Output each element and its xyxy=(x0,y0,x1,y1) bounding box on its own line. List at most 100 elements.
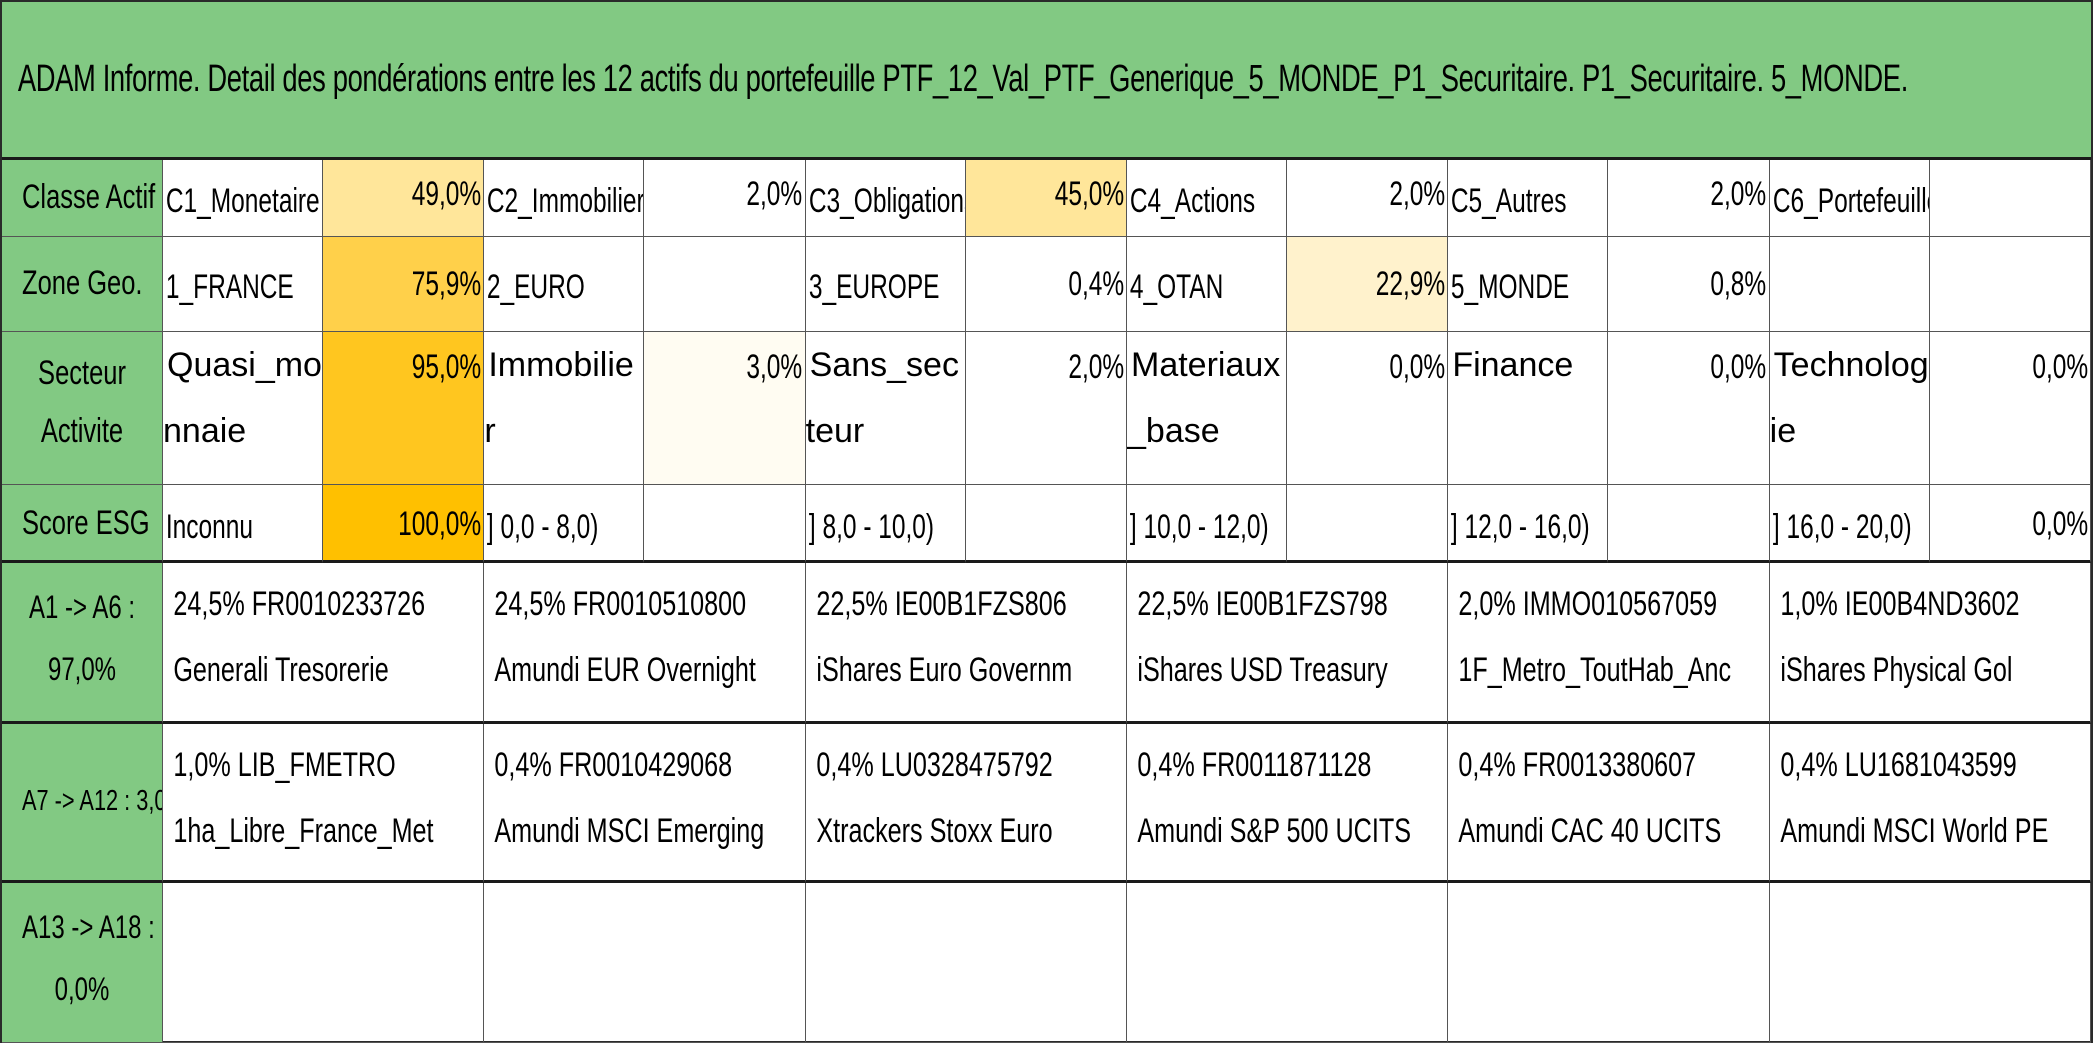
asset-name: iShares USD Treasury xyxy=(1137,651,1388,689)
asset-text: 1,0% LIB_FMETRO 1ha_Libre_France_Met xyxy=(163,724,434,864)
row-classe-value: 2,0% xyxy=(746,175,803,213)
row-esg-label: ] 12,0 - 16,0) xyxy=(1451,508,1591,546)
asset-cell: 0,4% FR0010429068 Amundi MSCI Emerging xyxy=(484,724,806,883)
row-esg-label: ] 16,0 - 20,0) xyxy=(1772,508,1912,546)
row-secteur-value: 3,0% xyxy=(746,348,803,386)
asset-cell: 1,0% LIB_FMETRO 1ha_Libre_France_Met xyxy=(163,724,485,883)
row-zone-value-cell: 75,9% xyxy=(323,237,485,332)
row-header-esg: Score ESG xyxy=(2,485,163,563)
row-zone-label-cell: 5_MONDE xyxy=(1448,237,1609,332)
row-secteur-label: Finance xyxy=(1452,346,1574,384)
asset-name: Amundi EUR Overnight xyxy=(494,651,757,689)
asset-text xyxy=(806,883,1043,891)
asset-name: 1ha_Libre_France_Met xyxy=(173,812,434,850)
row-header-text: Secteur Activite xyxy=(38,354,126,450)
row-zone-value-cell: 0,8% xyxy=(1608,237,1770,332)
row-esg-label-cell: ] 12,0 - 16,0) xyxy=(1448,485,1609,563)
asset-weight-isin: 24,5% FR0010233726 xyxy=(173,585,426,623)
row-esg-value: 0,0% xyxy=(2032,505,2088,543)
asset-cell: 2,0% IMMO010567059 1F_Metro_ToutHab_Anc xyxy=(1448,563,1770,724)
row-classe-value-cell: 45,0% xyxy=(965,160,1127,237)
row-secteur-value: 0,0% xyxy=(1710,348,1767,386)
row-zone-value: 22,9% xyxy=(1375,265,1446,303)
asset-weight-isin: 22,5% IE00B1FZS806 xyxy=(816,585,1067,623)
row-classe-label: C5_Autres xyxy=(1451,182,1567,220)
asset-text: 22,5% IE00B1FZS806 iShares Euro Governm xyxy=(806,563,1072,703)
row-secteur-label: Materiaux_base xyxy=(1127,346,1281,450)
asset-cell xyxy=(805,883,1127,1043)
row-secteur-value: 2,0% xyxy=(1068,348,1124,386)
asset-name: iShares Physical Gol xyxy=(1780,651,2013,689)
asset-group-range: A13 -> A18 : xyxy=(22,909,155,945)
row-esg-label-cell: ] 16,0 - 20,0) xyxy=(1769,485,1930,563)
row-header-text: Score ESG xyxy=(22,504,150,542)
report-title-bar: ADAM Informe. Detail des pondérations en… xyxy=(2,2,2091,160)
row-classe-label-cell: C3_Obligations xyxy=(805,160,966,237)
row-secteur-label: Quasi_monnaie xyxy=(163,346,322,450)
row-esg-value-cell xyxy=(644,485,806,563)
row-zone-label-cell xyxy=(1769,237,1930,332)
row-zone-label: 1_FRANCE xyxy=(165,268,294,306)
row-secteur-label-cell: Technologie xyxy=(1769,332,1930,485)
row-header-secteur: Secteur Activite xyxy=(2,332,163,485)
asset-weight-isin: 22,5% IE00B1FZS798 xyxy=(1137,585,1388,623)
asset-group-header: A1 -> A6 : 97,0% xyxy=(2,563,163,724)
asset-name: Generali Tresorerie xyxy=(173,651,389,689)
row-esg-label-cell: ] 0,0 - 8,0) xyxy=(484,485,645,563)
row-classe-label: C2_Immobilier xyxy=(487,182,645,220)
row-esg-value-cell xyxy=(965,485,1127,563)
row-zone-label: 5_MONDE xyxy=(1451,268,1570,306)
asset-text xyxy=(1448,883,1685,891)
asset-text: 0,4% FR0011871128 Amundi S&P 500 UCITS xyxy=(1127,724,1411,864)
row-zone-label-cell: 1_FRANCE xyxy=(163,237,323,332)
report-title: ADAM Informe. Detail des pondérations en… xyxy=(17,58,1908,100)
row-zone-value-cell: 22,9% xyxy=(1287,237,1449,332)
row-secteur-label: Technologie xyxy=(1769,346,1929,450)
asset-weight-isin: 0,4% LU0328475792 xyxy=(816,746,1053,784)
row-secteur-label-cell: Sans_secteur xyxy=(805,332,966,485)
row-classe-value: 2,0% xyxy=(1710,175,1767,213)
row-classe-value-cell: 2,0% xyxy=(644,160,806,237)
row-zone-label: 3_EUROPE xyxy=(808,268,940,306)
asset-cell: 24,5% FR0010510800 Amundi EUR Overnight xyxy=(484,563,806,724)
row-esg-value-cell: 0,0% xyxy=(1929,485,2091,563)
asset-cell: 0,4% FR0013380607 Amundi CAC 40 UCITS xyxy=(1448,724,1770,883)
row-esg-label: Inconnu xyxy=(165,508,253,546)
asset-cell: 0,4% LU1681043599 Amundi MSCI World PE xyxy=(1769,724,2091,883)
row-classe-label-cell: C5_Autres xyxy=(1448,160,1609,237)
asset-group-weight: 97,0% xyxy=(47,651,117,687)
row-classe-label: C4_Actions xyxy=(1129,182,1256,220)
asset-name: Amundi S&P 500 UCITS xyxy=(1137,812,1411,850)
row-classe-label: C3_Obligations xyxy=(808,182,966,220)
row-zone-label-cell: 3_EUROPE xyxy=(805,237,966,332)
asset-cell xyxy=(484,883,806,1043)
asset-text: 0,4% FR0013380607 Amundi CAC 40 UCITS xyxy=(1448,724,1722,864)
row-esg-value: 100,0% xyxy=(398,505,482,543)
asset-group-range: A7 -> A12 : 3,0% xyxy=(22,785,162,817)
row-classe-label-cell: C1_Monetaire xyxy=(163,160,323,237)
row-esg-label-cell: ] 8,0 - 10,0) xyxy=(805,485,966,563)
row-classe-value-cell: 49,0% xyxy=(323,160,485,237)
asset-weight-isin: 24,5% FR0010510800 xyxy=(494,585,747,623)
asset-cell xyxy=(1448,883,1770,1043)
row-secteur-value-cell: 0,0% xyxy=(1287,332,1449,485)
asset-group-header: A7 -> A12 : 3,0% xyxy=(2,724,163,883)
row-secteur-label-cell: Materiaux_base xyxy=(1127,332,1287,485)
asset-text: 24,5% FR0010233726 Generali Tresorerie xyxy=(163,563,426,703)
row-classe-value-cell: 2,0% xyxy=(1608,160,1770,237)
asset-weight-isin: 0,4% FR0011871128 xyxy=(1137,746,1372,784)
asset-weight-isin: 0,4% FR0013380607 xyxy=(1458,746,1697,784)
row-classe-label-cell: C2_Immobilier xyxy=(484,160,645,237)
asset-text xyxy=(1127,883,1364,891)
asset-cell xyxy=(1769,883,2091,1043)
asset-cell: 1,0% IE00B4ND3602 iShares Physical Gol xyxy=(1769,563,2091,724)
row-classe-value: 45,0% xyxy=(1054,175,1124,213)
row-classe-label-cell: C6_Portefeuille xyxy=(1769,160,1930,237)
row-esg-label: ] 8,0 - 10,0) xyxy=(808,508,934,546)
row-header-text: Zone Geo. xyxy=(22,264,143,302)
row-esg-label-cell: ] 10,0 - 12,0) xyxy=(1127,485,1287,563)
row-classe-value-cell xyxy=(1929,160,2091,237)
asset-text: 1,0% IE00B4ND3602 iShares Physical Gol xyxy=(1770,563,2019,703)
row-classe-value: 49,0% xyxy=(411,175,482,213)
row-classe-label: C6_Portefeuille xyxy=(1772,182,1930,220)
